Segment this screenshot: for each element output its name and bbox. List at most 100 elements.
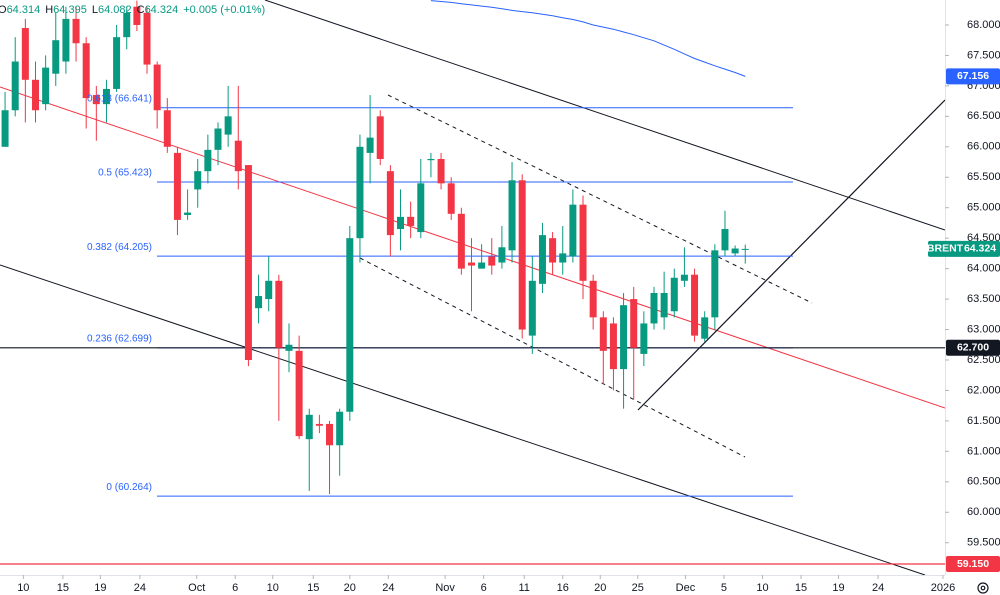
candle-body bbox=[62, 18, 70, 62]
plot-area: 0.618 (66.641) 0.5 (65.423) 0.382 (64.205)… bbox=[0, 0, 945, 575]
x-tick-label: 15 bbox=[795, 582, 807, 594]
candle-body bbox=[701, 317, 709, 339]
candle-body bbox=[52, 40, 60, 74]
candle-body bbox=[255, 296, 263, 309]
candle-body bbox=[72, 18, 80, 44]
x-tick-label: 25 bbox=[632, 582, 644, 594]
price-tag: 59.150 bbox=[957, 558, 989, 570]
price-tag-box bbox=[946, 556, 1000, 573]
y-tick-label: 61.500 bbox=[967, 415, 1000, 427]
x-tick-label: Oct bbox=[188, 582, 205, 594]
header-value: 64.395 bbox=[53, 4, 87, 16]
header-value: 64.324 bbox=[145, 4, 179, 16]
candle-body bbox=[478, 262, 486, 269]
candle-body bbox=[599, 317, 607, 351]
candles bbox=[1, 0, 749, 494]
ma-tag-box bbox=[946, 68, 1000, 85]
y-tick-label: 63.000 bbox=[967, 323, 1000, 335]
y-tick-label: 62.500 bbox=[967, 354, 1000, 366]
candle-body bbox=[194, 171, 202, 190]
x-tick-label: 6 bbox=[481, 582, 487, 594]
candle-body bbox=[133, 6, 141, 25]
trend-line bbox=[264, 0, 945, 231]
candle-body bbox=[731, 248, 739, 254]
candle-body bbox=[315, 423, 323, 426]
candle-body bbox=[113, 37, 121, 89]
header-key: C bbox=[137, 4, 145, 16]
x-tick-label: 24 bbox=[134, 582, 146, 594]
y-tick-label: 59.500 bbox=[967, 537, 1000, 549]
fib-label: 0.236 (62.699) bbox=[87, 334, 152, 345]
x-tick-label: Dec bbox=[676, 582, 696, 594]
settings-icon[interactable] bbox=[977, 582, 989, 594]
x-tick-label: 19 bbox=[832, 582, 844, 594]
candle-body bbox=[579, 204, 587, 281]
candle-body bbox=[153, 64, 161, 111]
y-tick-label: 66.000 bbox=[967, 141, 1000, 153]
candle-body bbox=[21, 28, 29, 80]
header-value: +0.005 (+0.01%) bbox=[183, 4, 265, 16]
settings-gear-center bbox=[980, 585, 986, 591]
candle-body bbox=[589, 280, 597, 318]
candle-body bbox=[397, 216, 405, 230]
channel-line bbox=[359, 257, 746, 458]
candle-body bbox=[680, 274, 688, 281]
last-price-box bbox=[928, 240, 1000, 257]
candle-body bbox=[356, 146, 364, 239]
candle-body bbox=[457, 213, 465, 269]
x-tick-label: 20 bbox=[594, 582, 606, 594]
candle-body bbox=[467, 262, 475, 266]
y-tick-label: 68.000 bbox=[967, 19, 1000, 31]
candle-body bbox=[143, 12, 151, 65]
candle-body bbox=[123, 12, 131, 38]
y-tick-label: 61.000 bbox=[967, 445, 1000, 457]
candle-body bbox=[295, 350, 303, 437]
candle-body bbox=[184, 212, 192, 216]
header-key: H bbox=[45, 4, 53, 16]
candle-body bbox=[528, 280, 536, 336]
candle-body bbox=[305, 414, 313, 440]
header-value: 64.082 bbox=[98, 4, 132, 16]
price-tag: 62.700 bbox=[957, 342, 989, 354]
x-tick-label: 10 bbox=[267, 582, 279, 594]
candle-body bbox=[417, 183, 425, 233]
fib-label: 0.618 (66.641) bbox=[87, 93, 152, 104]
x-tick-label: 10 bbox=[17, 582, 29, 594]
candle-body bbox=[741, 248, 749, 250]
candle-body bbox=[630, 299, 638, 348]
candle-body bbox=[518, 180, 526, 330]
candle-body bbox=[214, 128, 222, 150]
candle-body bbox=[31, 79, 39, 111]
ma-tag: 67.156 bbox=[957, 70, 989, 82]
fib-labels: 0.618 (66.641) 0.5 (65.423) 0.382 (64.205)… bbox=[87, 93, 152, 492]
drawings bbox=[0, 0, 945, 575]
candle-body bbox=[285, 344, 293, 351]
x-tick-label: 6 bbox=[232, 582, 238, 594]
candle-body bbox=[326, 423, 334, 446]
price-tag-box bbox=[946, 339, 1000, 356]
x-tick-label: 24 bbox=[872, 582, 884, 594]
x-tick-label: Nov bbox=[435, 582, 455, 594]
candle-body bbox=[670, 277, 678, 312]
fib-label: 0 (60.264) bbox=[106, 482, 152, 493]
candle-body bbox=[447, 183, 455, 214]
candle-body bbox=[437, 158, 445, 184]
y-tick-label: 60.000 bbox=[967, 506, 1000, 518]
levels bbox=[0, 0, 945, 565]
candle-body bbox=[1, 110, 9, 147]
candle-body bbox=[173, 152, 181, 220]
x-tick-label: 11 bbox=[519, 582, 530, 594]
candle-body bbox=[660, 292, 668, 318]
candle-body bbox=[498, 247, 506, 263]
candle-body bbox=[366, 137, 374, 153]
trend-line bbox=[0, 86, 945, 409]
candle-body bbox=[234, 140, 242, 172]
channel-line bbox=[387, 94, 813, 304]
candle-body bbox=[559, 253, 567, 263]
candle-body bbox=[427, 158, 435, 161]
candle-body bbox=[650, 292, 658, 324]
header-value: 64.314 bbox=[7, 4, 41, 16]
x-tick-label: 24 bbox=[382, 582, 394, 594]
x-tick-label: 10 bbox=[756, 582, 768, 594]
